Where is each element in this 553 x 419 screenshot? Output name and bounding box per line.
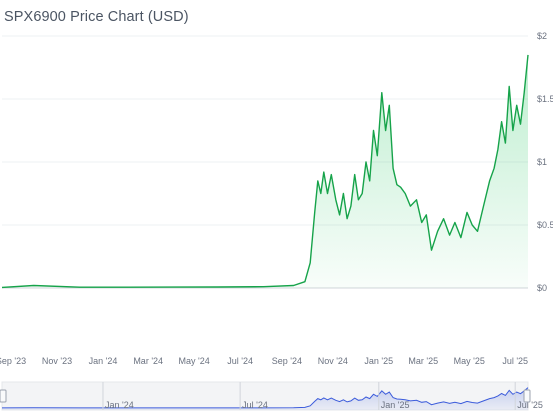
data-point xyxy=(327,193,329,195)
data-point xyxy=(323,171,325,173)
y-tick-label: $0 xyxy=(537,283,547,293)
navigator-left-handle[interactable] xyxy=(0,389,7,403)
range-navigator[interactable]: Jan '24 Jul '24 Jan '25 Jul '25 xyxy=(0,381,543,411)
navigator-right-handle[interactable] xyxy=(523,389,531,403)
price-area xyxy=(2,54,528,289)
data-point xyxy=(79,286,81,288)
navigator-line xyxy=(1,387,529,409)
data-point xyxy=(483,205,485,207)
data-point xyxy=(431,249,433,251)
data-point xyxy=(449,234,451,236)
data-point xyxy=(493,168,495,170)
x-tick-label: Nov '24 xyxy=(318,356,348,366)
data-point xyxy=(171,286,173,288)
chart-title: SPX6900 Price Chart (USD) xyxy=(4,9,189,25)
x-tick-label: Sep '23 xyxy=(0,356,26,366)
x-tick-label: May '25 xyxy=(454,356,485,366)
data-point xyxy=(523,92,525,94)
data-point xyxy=(346,218,348,220)
data-point xyxy=(392,168,394,170)
navigator-tick-label: Jul '25 xyxy=(517,400,543,410)
y-axis: $0 $0.5 $1 $1.5 $2 xyxy=(537,31,553,293)
data-point xyxy=(365,161,367,163)
data-point xyxy=(377,155,379,157)
data-point xyxy=(400,186,402,188)
x-axis: Sep '23 Nov '23 Jan '24 Mar '24 May '24 Jul '… xyxy=(0,356,528,366)
navigator-tick-label: Jan '24 xyxy=(105,400,134,410)
data-point xyxy=(460,237,462,239)
x-tick-label: Mar '24 xyxy=(133,356,163,366)
data-point xyxy=(217,286,219,288)
x-tick-label: Jan '25 xyxy=(364,356,393,366)
data-point xyxy=(350,205,352,207)
x-tick-label: Jan '24 xyxy=(89,356,118,366)
data-point xyxy=(304,281,306,283)
data-point xyxy=(309,262,311,264)
data-point xyxy=(369,180,371,182)
data-point xyxy=(358,199,360,201)
data-point xyxy=(471,224,473,226)
data-point xyxy=(293,285,295,287)
data-point xyxy=(339,214,341,216)
data-point xyxy=(466,212,468,214)
data-point xyxy=(317,180,319,182)
y-tick-label: $1 xyxy=(537,157,547,167)
data-point xyxy=(437,231,439,233)
navigator-tick-label: Jan '25 xyxy=(381,400,410,410)
data-point xyxy=(331,174,333,176)
data-point xyxy=(421,222,423,224)
data-point xyxy=(361,193,363,195)
y-tick-label: $2 xyxy=(537,31,547,41)
x-tick-label: Mar '25 xyxy=(408,356,438,366)
navigator-tick-label: Jul '24 xyxy=(242,400,268,410)
data-point xyxy=(489,180,491,182)
data-point xyxy=(527,54,529,56)
data-point xyxy=(477,231,479,233)
data-point xyxy=(416,199,418,201)
x-tick-label: May '24 xyxy=(179,356,210,366)
data-point xyxy=(426,214,428,216)
data-point xyxy=(505,142,507,144)
data-point xyxy=(1,287,3,289)
data-point xyxy=(335,199,337,201)
x-tick-label: Sep '24 xyxy=(272,356,302,366)
data-point xyxy=(33,285,35,287)
data-point xyxy=(320,193,322,195)
x-tick-label: Nov '23 xyxy=(42,356,72,366)
data-point xyxy=(508,86,510,88)
data-point xyxy=(520,123,522,125)
data-point xyxy=(354,174,356,176)
data-point xyxy=(512,130,514,132)
data-point xyxy=(410,205,412,207)
y-tick-label: $1.5 xyxy=(537,94,553,104)
data-point xyxy=(343,193,345,195)
data-point xyxy=(263,286,265,288)
navigator-area xyxy=(2,387,528,410)
data-point xyxy=(314,212,316,214)
price-line xyxy=(1,54,529,289)
data-point xyxy=(501,121,503,123)
data-point xyxy=(373,130,375,132)
data-point xyxy=(516,105,518,107)
x-tick-label: Jul '24 xyxy=(227,356,253,366)
data-point xyxy=(389,105,391,107)
x-tick-label: Jul '25 xyxy=(502,356,528,366)
data-point xyxy=(404,193,406,195)
data-point xyxy=(126,286,128,288)
data-point xyxy=(396,184,398,186)
data-point xyxy=(454,222,456,224)
data-point xyxy=(497,149,499,151)
data-point xyxy=(443,218,445,220)
data-point xyxy=(385,130,387,132)
y-tick-label: $0.5 xyxy=(537,220,553,230)
data-point xyxy=(381,92,383,94)
